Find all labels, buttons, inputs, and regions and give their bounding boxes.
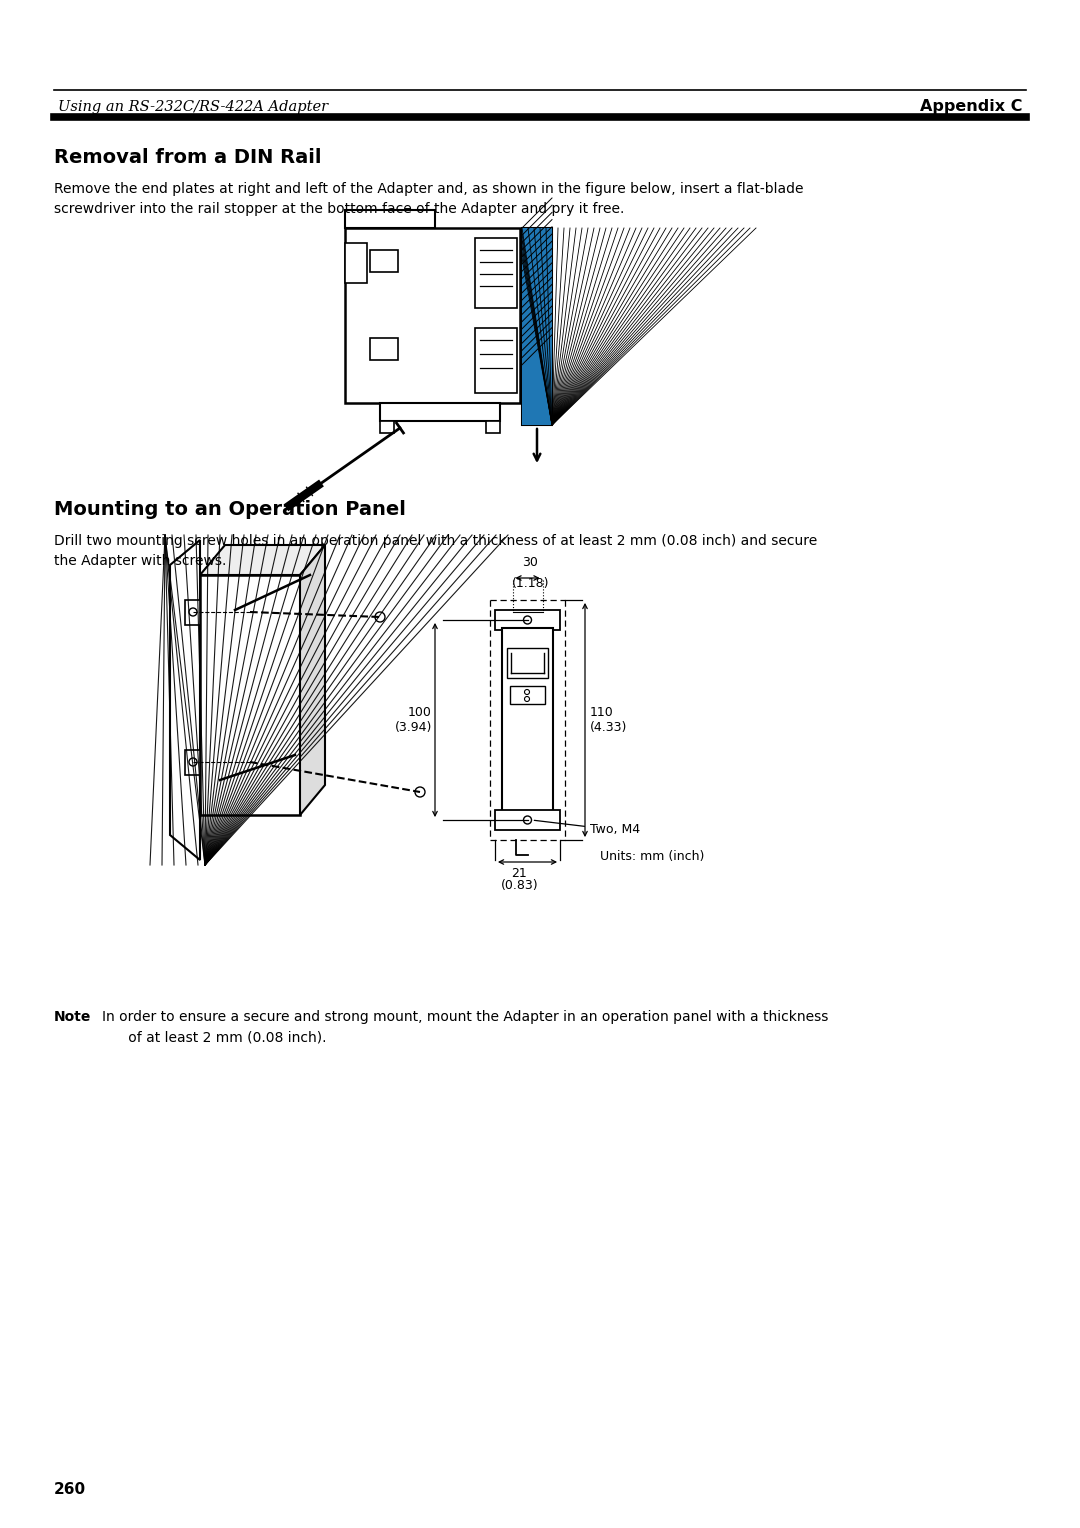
Text: Two, M4: Two, M4 [535,821,640,836]
Bar [510,686,545,704]
Text: Removal from a DIN Rail: Removal from a DIN Rail [54,148,322,167]
Text: In order to ensure a secure and strong mount, mount the Adapter in an operation : In order to ensure a secure and strong m… [102,1010,828,1044]
Bar [185,750,200,775]
Text: (4.33): (4.33) [590,721,627,733]
Circle shape [189,608,197,616]
Bar [345,228,519,403]
Bar [495,610,561,630]
Bar [370,338,399,361]
Bar [486,422,500,432]
Bar [370,251,399,272]
Bar [380,403,500,422]
Bar [502,628,553,811]
Bar [165,535,210,876]
Text: 100: 100 [408,706,432,720]
Bar [345,243,367,283]
Text: 21: 21 [512,866,527,880]
Polygon shape [170,539,200,860]
Text: Note: Note [54,1010,92,1024]
Bar [345,209,435,228]
Text: 30: 30 [523,556,539,568]
Text: Drill two mounting screw holes in an operation panel with a thickness of at leas: Drill two mounting screw holes in an ope… [54,533,818,568]
Text: 260: 260 [54,1482,86,1497]
Bar [475,329,517,393]
Bar [185,601,200,625]
Polygon shape [200,545,325,575]
Bar [507,648,548,678]
Bar [495,810,561,830]
Text: Mounting to an Operation Panel: Mounting to an Operation Panel [54,500,406,520]
Circle shape [525,697,529,701]
Text: (3.94): (3.94) [394,721,432,733]
Polygon shape [300,545,325,814]
Circle shape [524,616,531,623]
Bar [522,228,552,425]
Circle shape [375,613,384,622]
Text: Units: mm (inch): Units: mm (inch) [600,850,704,863]
Text: Using an RS-232C/RS-422A Adapter: Using an RS-232C/RS-422A Adapter [58,99,328,115]
Text: (1.18): (1.18) [512,578,550,590]
Bar [200,575,300,814]
Bar [522,228,552,425]
Text: Remove the end plates at right and left of the Adapter and, as shown in the figu: Remove the end plates at right and left … [54,182,804,215]
Circle shape [189,758,197,766]
Text: (0.83): (0.83) [501,879,538,892]
Bar [475,238,517,309]
Circle shape [415,787,426,798]
Circle shape [525,689,529,695]
Circle shape [524,816,531,824]
Text: 110: 110 [590,706,613,720]
Bar [380,422,394,432]
Text: Appendix C: Appendix C [919,99,1022,115]
